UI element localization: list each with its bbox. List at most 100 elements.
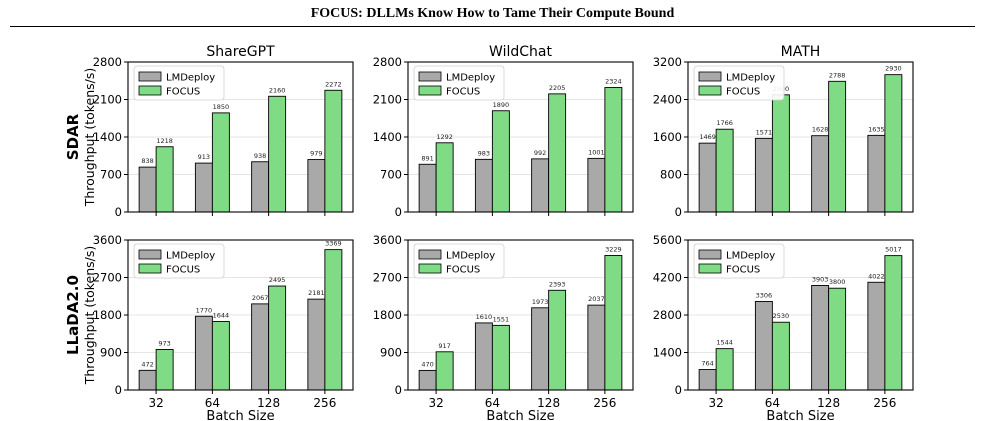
data-label: 973 [158, 339, 170, 347]
legend-label: FOCUS [166, 87, 200, 98]
lmdeploy-bar [587, 304, 606, 391]
data-label: 2930 [885, 65, 902, 73]
x-tick-label: 64 [205, 396, 220, 410]
legend-label: FOCUS [446, 265, 480, 276]
legend-label: LMDeploy [726, 251, 775, 262]
data-label: 1218 [156, 137, 173, 145]
x-tick-label: 64 [485, 396, 500, 410]
lmdeploy-bar [698, 369, 717, 391]
x-axis-label: Batch Size [766, 409, 834, 421]
focus-bar [715, 128, 734, 213]
lmdeploy-bar [474, 158, 493, 213]
lmdeploy-bar [418, 369, 437, 391]
data-label: 2067 [252, 294, 269, 302]
data-label: 838 [141, 157, 153, 165]
lmdeploy-bar [307, 159, 326, 213]
focus-bar [155, 146, 174, 213]
legend-swatch-lmdeploy [418, 71, 442, 82]
y-tick-label: 5600 [653, 233, 682, 247]
data-label: 1628 [812, 126, 829, 134]
data-label: 983 [478, 149, 490, 157]
data-label: 3903 [812, 275, 829, 283]
y-tick-label: 1400 [373, 130, 402, 144]
data-label: 2495 [269, 276, 286, 284]
data-label: 1571 [756, 128, 773, 136]
lmdeploy-bar [418, 163, 437, 213]
data-label: 2324 [605, 78, 622, 86]
focus-bar [268, 285, 287, 391]
legend-swatch-focus [418, 263, 442, 274]
data-label: 5017 [885, 246, 902, 254]
data-label: 1850 [213, 103, 230, 111]
lmdeploy-bar [698, 142, 717, 213]
data-label: 2530 [773, 312, 790, 320]
y-tick-label: 2800 [93, 55, 122, 69]
data-label: 2160 [269, 86, 286, 94]
y-tick-label: 0 [395, 383, 402, 397]
legend-label: LMDeploy [446, 251, 495, 262]
focus-bar [771, 321, 790, 391]
chart-panel-1: 0 700 1400 2100 2800 838 1218 913 1850 938 2160 979… [93, 44, 354, 219]
data-label: 3369 [325, 240, 342, 248]
lmdeploy-bar [251, 161, 270, 213]
legend: LMDeploy FOCUS [693, 243, 785, 279]
lmdeploy-bar [587, 157, 606, 213]
y-axis-label: Throughput (tokens/s) [82, 68, 97, 208]
lmdeploy-bar [754, 300, 773, 391]
y-tick-label: 2700 [93, 271, 122, 285]
data-label: 472 [141, 360, 153, 368]
lmdeploy-bar [138, 166, 157, 213]
axes-frame [127, 239, 354, 391]
y-tick-label: 900 [100, 346, 122, 360]
chart-panel-2: 0 700 1400 2100 2800 891 1292 983 1890 992 2205 100… [373, 44, 634, 219]
y-tick-label: 2800 [373, 55, 402, 69]
data-label: 4022 [868, 272, 885, 280]
x-axis-label: Batch Size [486, 409, 554, 421]
y-tick-label: 0 [675, 383, 682, 397]
x-tick-label: 32 [148, 396, 163, 410]
y-tick-label: 1400 [93, 130, 122, 144]
focus-bar [491, 324, 510, 391]
x-tick-label: 256 [593, 396, 616, 410]
x-tick-label: 64 [765, 396, 780, 410]
title-rule [10, 26, 975, 27]
focus-bar [604, 87, 623, 213]
y-tick-label: 0 [675, 205, 682, 219]
lmdeploy-bar [531, 158, 550, 213]
data-label: 1973 [532, 298, 549, 306]
legend-label: FOCUS [166, 265, 200, 276]
y-tick-label: 800 [660, 168, 682, 182]
focus-bar [715, 348, 734, 391]
focus-bar [548, 289, 567, 391]
focus-bar [268, 95, 287, 213]
data-label: 1001 [588, 148, 605, 156]
row-label: LLaDA2.0 [64, 275, 82, 355]
data-label: 2788 [829, 71, 846, 79]
y-tick-label: 2800 [653, 308, 682, 322]
axes-frame [407, 61, 634, 213]
data-label: 1644 [213, 312, 230, 320]
chart-panel-5: 0 900 1800 2700 3600 32 470 917 64 1610 1551 128 197… [373, 233, 634, 421]
y-tick-label: 1800 [93, 308, 122, 322]
focus-bar [828, 287, 847, 391]
data-label: 1544 [716, 339, 733, 347]
legend-label: FOCUS [726, 87, 760, 98]
data-label: 2272 [325, 80, 342, 88]
focus-bar [604, 255, 623, 391]
legend: LMDeploy FOCUS [693, 65, 785, 101]
lmdeploy-bar [307, 298, 326, 391]
data-label: 1469 [699, 133, 716, 141]
axes-frame [127, 61, 354, 213]
x-tick-label: 128 [817, 396, 840, 410]
axes-frame [687, 61, 914, 213]
legend-label: FOCUS [446, 87, 480, 98]
subplot-title: ShareGPT [206, 44, 275, 60]
y-tick-label: 0 [115, 383, 122, 397]
x-tick-label: 256 [873, 396, 896, 410]
legend: LMDeploy FOCUS [133, 243, 225, 279]
focus-bar [324, 249, 343, 391]
legend-swatch-focus [698, 85, 722, 96]
lmdeploy-bar [194, 315, 213, 391]
legend-swatch-focus [138, 85, 162, 96]
lmdeploy-bar [138, 369, 157, 391]
